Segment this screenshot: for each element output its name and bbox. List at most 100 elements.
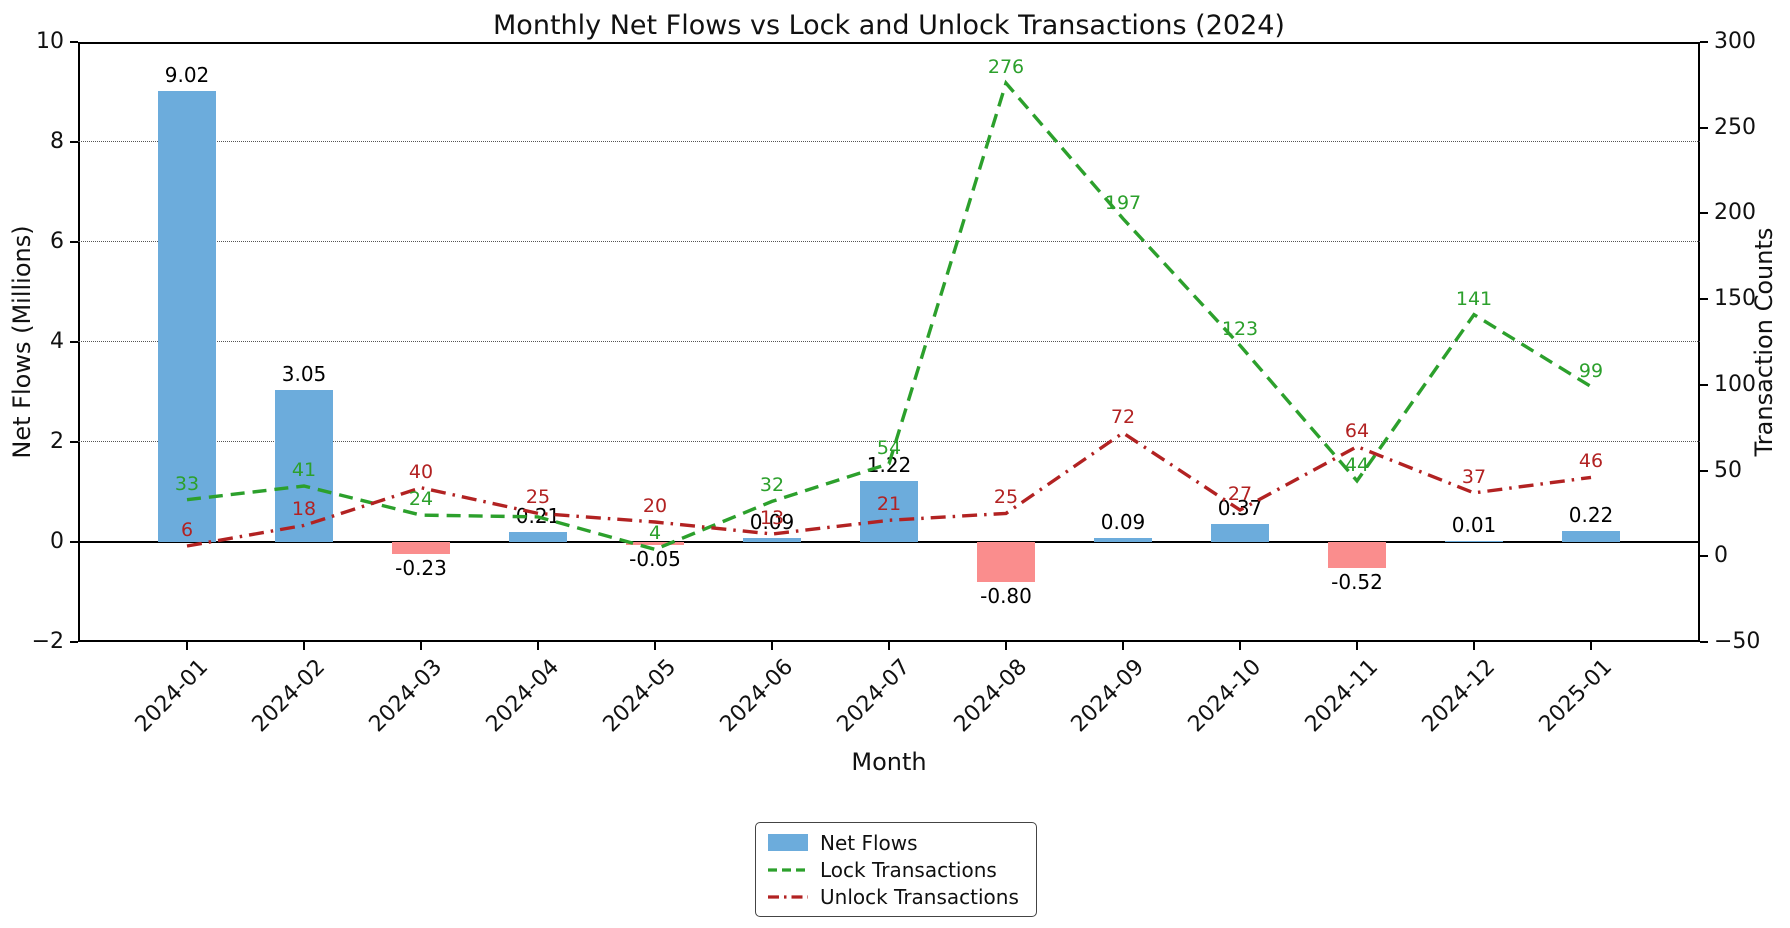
- y-axis-tick-label-left: 8: [50, 129, 64, 154]
- lock-value-label: 141: [1455, 287, 1493, 310]
- x-axis-tick-label: 2024-10: [1183, 654, 1267, 738]
- y-axis-tick-right: [1700, 555, 1708, 558]
- x-axis-tick: [1005, 642, 1007, 650]
- y-axis-tick-label-right: 250: [1714, 114, 1756, 140]
- lock-value-label: 44: [1344, 453, 1370, 476]
- plot-area: [78, 42, 1700, 642]
- legend-dashdot-line-icon: [768, 893, 808, 901]
- y-axis-tick-label-right: −50: [1714, 629, 1761, 654]
- legend-item-net-flows: Net Flows: [768, 830, 1024, 856]
- bar-value-label: 0.22: [1568, 503, 1614, 527]
- x-axis-tick: [1473, 642, 1475, 650]
- bar-value-label: 0.21: [515, 503, 561, 528]
- unlock-value-label: 27: [1227, 483, 1253, 505]
- y-axis-tick-left: [70, 41, 78, 43]
- bar-value-label: -0.05: [629, 546, 681, 571]
- y-axis-tick-label-right: 300: [1714, 29, 1756, 54]
- unlock-value-label: 20: [642, 495, 668, 517]
- y-axis-tick-label-right: 100: [1714, 371, 1756, 397]
- gridline: [78, 341, 1700, 342]
- x-axis-tick-label: 2025-01: [1534, 654, 1618, 738]
- y-axis-tick-label-left: 0: [50, 529, 64, 554]
- x-axis-label: Month: [851, 748, 927, 776]
- legend-item-lock-transactions: Lock Transactions: [768, 857, 1024, 883]
- x-axis-tick-label: 2024-02: [247, 654, 331, 738]
- y-axis-tick-left: [70, 541, 78, 543]
- gridline: [78, 141, 1700, 142]
- bar-value-label: 3.05: [281, 361, 327, 386]
- y-axis-tick-left: [70, 641, 78, 643]
- unlock-value-label: 64: [1344, 419, 1370, 442]
- y-axis-tick-left: [70, 441, 78, 443]
- lock-value-label: 99: [1578, 359, 1604, 382]
- x-axis-tick-label: 2024-06: [715, 654, 799, 738]
- legend-label: Lock Transactions: [820, 857, 997, 882]
- lock-value-label: 276: [987, 56, 1025, 79]
- y-axis-tick-left: [70, 241, 78, 243]
- y-axis-tick-label-left: 10: [36, 29, 64, 54]
- lock-value-label: 4: [648, 522, 662, 545]
- x-axis-tick-label: 2024-05: [598, 654, 682, 738]
- bar: [509, 531, 567, 542]
- bar: [1562, 531, 1620, 542]
- x-axis-tick: [1356, 642, 1358, 650]
- lock-value-label: 32: [759, 474, 785, 497]
- y-axis-tick-label-left: −2: [31, 629, 64, 654]
- y-axis-tick-right: [1700, 126, 1708, 129]
- bar: [1445, 541, 1503, 542]
- x-axis-tick-label: 2024-08: [949, 654, 1033, 738]
- x-axis-tick: [771, 642, 773, 650]
- x-axis-tick: [420, 642, 422, 650]
- x-axis-tick-label: 2024-01: [130, 654, 214, 738]
- lock-value-label: 24: [408, 488, 434, 511]
- y-axis-tick-label-left: 4: [50, 329, 64, 354]
- legend-label: Net Flows: [820, 830, 918, 855]
- unlock-value-label: 13: [759, 507, 785, 529]
- x-axis-tick-label: 2024-11: [1300, 654, 1384, 738]
- bar-value-label: 9.02: [164, 63, 210, 87]
- unlock-value-label: 25: [993, 486, 1019, 509]
- x-axis-tick: [1122, 642, 1124, 650]
- lock-transactions-line: [186, 79, 1592, 552]
- lock-value-label: 54: [876, 436, 902, 459]
- y-axis-tick-label-right: 50: [1714, 457, 1742, 483]
- bar: [392, 542, 450, 554]
- x-axis-tick: [186, 642, 188, 650]
- unlock-value-label: 25: [525, 486, 551, 509]
- y-axis-tick-label-right: 200: [1714, 200, 1756, 226]
- y-axis-tick-right: [1700, 41, 1708, 43]
- x-axis-tick: [1590, 642, 1592, 650]
- y-axis-tick-label-left: 2: [50, 429, 64, 454]
- x-axis-tick-label: 2024-12: [1417, 654, 1501, 738]
- x-axis-tick-label: 2024-07: [832, 654, 916, 738]
- unlock-value-label: 40: [408, 460, 434, 483]
- unlock-value-label: 37: [1461, 465, 1487, 488]
- bar-value-label: 0.01: [1451, 513, 1497, 537]
- legend-bar-swatch: [768, 834, 808, 851]
- lock-value-label: 197: [1104, 191, 1142, 214]
- legend-item-unlock-transactions: Unlock Transactions: [768, 884, 1024, 910]
- unlock-value-label: 6: [180, 519, 194, 541]
- x-axis-tick: [654, 642, 656, 650]
- bar: [1328, 542, 1386, 568]
- y-axis-tick-right: [1700, 298, 1708, 301]
- y-axis-tick-right: [1700, 469, 1708, 472]
- bar-value-label: -0.52: [1331, 570, 1383, 594]
- x-axis-tick-label: 2024-03: [364, 654, 448, 738]
- y-axis-tick-left: [70, 141, 78, 143]
- y-axis-tick-right: [1700, 383, 1708, 386]
- unlock-value-label: 21: [876, 493, 902, 516]
- bar: [1094, 537, 1152, 542]
- bar: [977, 542, 1035, 582]
- bar-value-label: 0.09: [1100, 509, 1146, 534]
- bar-value-label: -0.23: [395, 555, 447, 580]
- x-axis-tick-label: 2024-04: [481, 654, 565, 738]
- x-axis-tick-label: 2024-09: [1066, 654, 1150, 738]
- legend: Net Flows Lock Transactions Unlock Transac…: [755, 822, 1037, 917]
- unlock-value-label: 46: [1578, 450, 1604, 473]
- legend-label: Unlock Transactions: [820, 884, 1019, 909]
- y-axis-tick-label-left: 6: [50, 229, 64, 254]
- gridline: [78, 241, 1700, 242]
